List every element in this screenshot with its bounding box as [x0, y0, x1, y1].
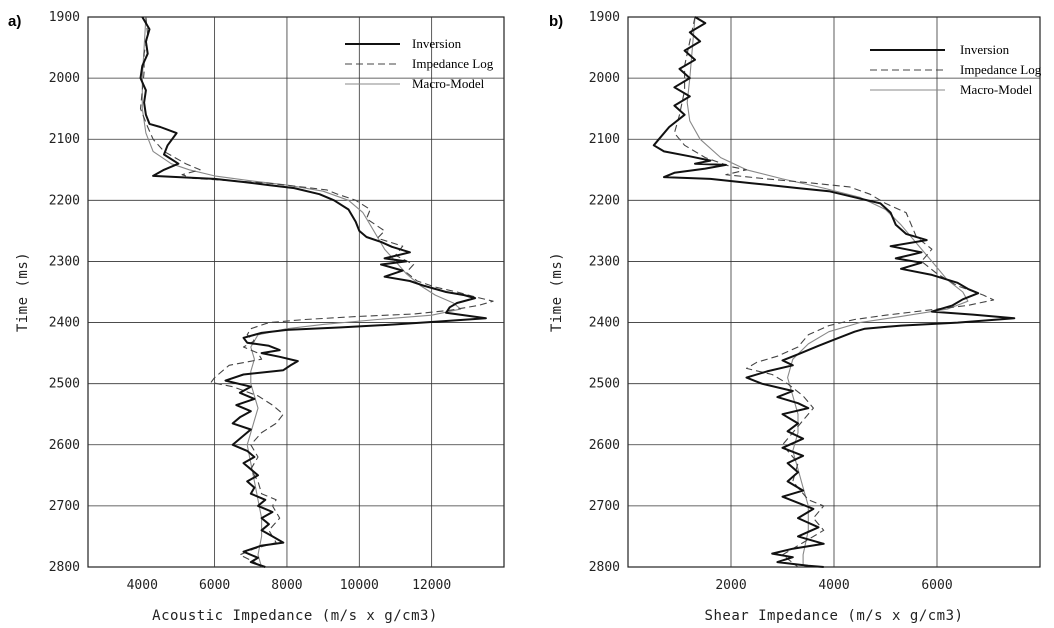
y-tick-label-2000: 2000: [49, 71, 80, 86]
grid-b: [628, 17, 1040, 567]
y-tick-label-2600: 2600: [49, 438, 80, 453]
y-tick-label-2100: 2100: [589, 132, 620, 147]
panel-b: b) 1900 2000 2100 2200 2300 2400 2500 2600 2700 2…: [549, 10, 1042, 624]
x-tick-label-10000: 10000: [340, 578, 379, 593]
series-group-a: [139, 16, 494, 568]
legend-label-macro-model-b: Macro-Model: [960, 82, 1033, 97]
x-tick-label-6000: 6000: [199, 578, 230, 593]
panel-label-a: a): [8, 13, 21, 30]
y-tick-label-2500: 2500: [49, 377, 80, 392]
y-tick-label-2200: 2200: [49, 193, 80, 208]
series-line-impedance-log-b: [673, 16, 995, 568]
grid-a: [88, 17, 504, 567]
panel-label-b: b): [549, 13, 563, 30]
legend-label-impedance-log-b: Impedance Log: [960, 62, 1042, 77]
y-tick-label-2500: 2500: [589, 377, 620, 392]
y-tick-label-2700: 2700: [589, 499, 620, 514]
legend-label-inversion-a: Inversion: [412, 36, 462, 51]
legend-label-impedance-log-a: Impedance Log: [412, 56, 494, 71]
y-tick-label-1900: 1900: [589, 10, 620, 25]
series-line-impedance-log-a: [139, 16, 494, 568]
y-tick-label-2400: 2400: [49, 316, 80, 331]
y-tick-labels-b: 1900 2000 2100 2200 2300 2400 2500 2600 2700 2800: [589, 10, 620, 575]
panel-a: a) 1900 2000 2100 2200 2300 2400 2500 2600 2700 2…: [8, 10, 505, 624]
legend-label-macro-model-a: Macro-Model: [412, 76, 485, 91]
x-tick-labels-b: 2000 4000 6000: [715, 578, 952, 593]
x-tick-label-4000: 4000: [127, 578, 158, 593]
legend-label-inversion-b: Inversion: [960, 42, 1010, 57]
y-tick-label-2400: 2400: [589, 316, 620, 331]
y-axis-label-b: Time (ms): [549, 252, 565, 332]
y-tick-label-2300: 2300: [589, 254, 620, 269]
x-axis-label-a: Acoustic Impedance (m/s x g/cm3): [152, 608, 438, 624]
y-tick-label-2600: 2600: [589, 438, 620, 453]
x-tick-label-8000: 8000: [271, 578, 302, 593]
x-tick-labels-a: 4000 6000 8000 10000 12000: [127, 578, 452, 593]
y-tick-label-2800: 2800: [49, 560, 80, 575]
x-axis-label-b: Shear Impedance (m/s x g/cm3): [705, 608, 964, 624]
y-tick-label-2800: 2800: [589, 560, 620, 575]
y-tick-label-2100: 2100: [49, 132, 80, 147]
y-tick-labels-a: 1900 2000 2100 2200 2300 2400 2500 2600 2700 2800: [49, 10, 80, 575]
y-tick-label-1900: 1900: [49, 10, 80, 25]
x-tick-label-12000: 12000: [412, 578, 451, 593]
series-line-inversion-b: [652, 16, 1016, 568]
x-tick-label-4000: 4000: [818, 578, 849, 593]
y-tick-label-2300: 2300: [49, 254, 80, 269]
x-tick-label-6000: 6000: [921, 578, 952, 593]
series-group-b: [652, 16, 1016, 568]
legend-a: Inversion Impedance Log Macro-Model: [345, 36, 494, 91]
y-tick-label-2000: 2000: [589, 71, 620, 86]
series-line-macro-model-a: [141, 16, 462, 568]
y-tick-label-2700: 2700: [49, 499, 80, 514]
x-tick-label-2000: 2000: [715, 578, 746, 593]
y-tick-label-2200: 2200: [589, 193, 620, 208]
series-line-macro-model-b: [686, 16, 969, 567]
plot-area-a: [87, 16, 505, 568]
legend-b: Inversion Impedance Log Macro-Model: [870, 42, 1042, 97]
series-line-inversion-a: [139, 16, 487, 568]
y-axis-label-a: Time (ms): [15, 252, 31, 332]
